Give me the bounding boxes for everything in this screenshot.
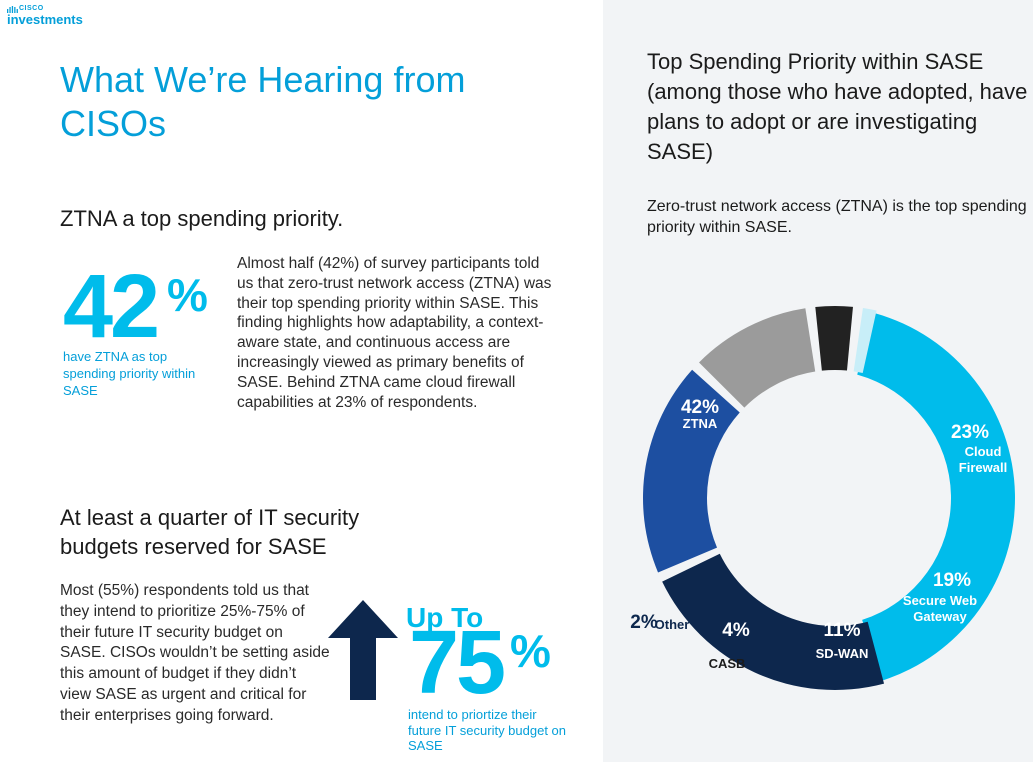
donut-slice-sd-wan bbox=[699, 308, 816, 408]
stat-75-value: 75 bbox=[409, 613, 506, 713]
donut-category-label-other: Other bbox=[655, 617, 690, 632]
donut-slice-casb bbox=[815, 306, 853, 371]
donut-slice-other bbox=[853, 308, 877, 374]
donut-category-label-ztna: ZTNA bbox=[683, 416, 718, 431]
donut-chart: 42%ZTNA 23%Cloud Firewall 19%Secure Web Gate… bbox=[630, 306, 1016, 690]
section2-body: Most (55%) respondents told us that they… bbox=[60, 582, 330, 724]
logo-main-text: investments bbox=[7, 12, 83, 27]
chart-title-block: Top Spending Priority within SASE (among… bbox=[647, 47, 1032, 167]
donut-category-label-cloud-firewall: Cloud Firewall bbox=[959, 444, 1007, 475]
section1-heading: ZTNA a top spending priority. bbox=[60, 206, 344, 231]
donut-value-label-secure-web-gateway: 19% bbox=[933, 570, 971, 591]
chart-title: Top Spending Priority within SASE bbox=[647, 49, 984, 74]
stat-75-prefix: Up To bbox=[406, 602, 484, 633]
donut-category-label-casb: CASB bbox=[709, 656, 746, 671]
donut-value-label-other: 2% bbox=[630, 612, 658, 633]
donut-category-label-secure-web-gateway: Secure Web Gateway bbox=[903, 593, 977, 624]
section1-body: Almost half (42%) of survey participants… bbox=[237, 255, 552, 411]
stat-75-unit: % bbox=[510, 625, 551, 677]
stat-42-value: 42 bbox=[63, 257, 160, 357]
donut-slice-secure-web-gateway bbox=[643, 369, 740, 573]
donut-slice-ztna bbox=[857, 312, 1016, 681]
chart-subtitle: (among those who have adopted, have plan… bbox=[647, 79, 1028, 164]
up-arrow-icon bbox=[328, 600, 398, 700]
donut-value-label-sd-wan: 11% bbox=[824, 620, 861, 641]
donut-slice-cloud-firewall bbox=[662, 553, 885, 690]
section2-heading: At least a quarter of IT security budget… bbox=[60, 505, 360, 559]
donut-value-label-cloud-firewall: 23% bbox=[951, 422, 989, 443]
chart-description: Zero-trust network access (ZTNA) is the … bbox=[647, 198, 1027, 236]
logo-small-text: CISCO bbox=[19, 5, 44, 12]
cisco-investments-logo: CISCO investments bbox=[7, 5, 83, 26]
cisco-bars-icon bbox=[7, 6, 18, 13]
donut-value-label-ztna: 42% bbox=[681, 397, 719, 418]
stat-75-caption: intend to priortize their future IT secu… bbox=[408, 707, 567, 753]
stat-42-caption: have ZTNA as top spending priority withi… bbox=[63, 349, 196, 398]
donut-value-label-casb: 4% bbox=[722, 620, 750, 641]
donut-category-label-sd-wan: SD-WAN bbox=[816, 646, 869, 661]
stat-42-unit: % bbox=[167, 269, 208, 321]
page-title: What We’re Hearing from CISOs bbox=[60, 59, 466, 144]
